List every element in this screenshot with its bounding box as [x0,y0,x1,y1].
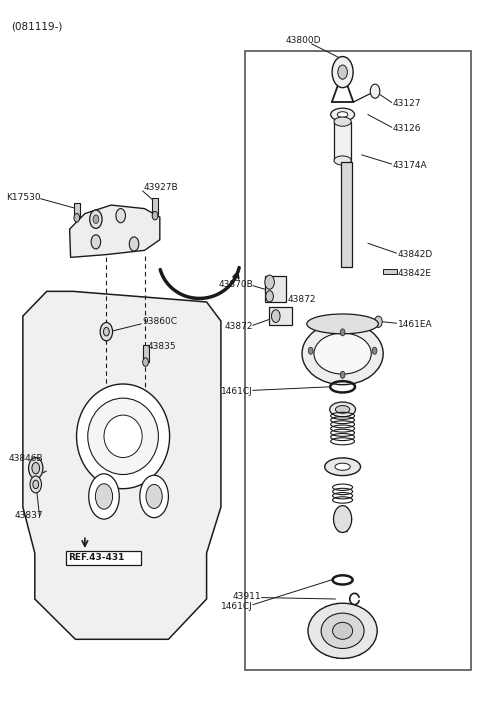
Ellipse shape [330,402,356,417]
Circle shape [91,235,101,249]
Circle shape [90,210,102,229]
Text: 43800D: 43800D [285,36,321,45]
Circle shape [308,347,313,354]
Circle shape [272,310,280,322]
Ellipse shape [307,314,378,334]
Circle shape [32,462,39,474]
Text: 43174A: 43174A [393,161,427,170]
Ellipse shape [104,415,142,457]
Circle shape [96,484,113,509]
Text: 93860C: 93860C [142,317,177,326]
Circle shape [340,329,345,336]
Bar [245,51,471,670]
Ellipse shape [337,111,348,117]
Ellipse shape [335,463,350,470]
Text: 43870B: 43870B [218,280,253,289]
Text: 43927B: 43927B [144,183,178,192]
Circle shape [104,327,109,336]
Bar [334,121,351,160]
Circle shape [370,84,380,98]
Ellipse shape [308,604,377,658]
Circle shape [152,212,158,220]
Circle shape [338,65,348,80]
Ellipse shape [76,384,169,488]
Text: 1461CJ: 1461CJ [221,601,253,611]
Ellipse shape [321,613,364,648]
Circle shape [33,480,38,488]
Text: 43872: 43872 [288,295,316,305]
Circle shape [93,215,99,224]
Bar [143,345,149,362]
Ellipse shape [333,623,353,639]
Polygon shape [23,291,221,639]
Circle shape [30,476,41,493]
Circle shape [129,237,139,251]
Circle shape [116,209,125,223]
Bar [66,551,141,565]
Circle shape [146,484,162,508]
Ellipse shape [88,398,158,474]
Text: 43126: 43126 [393,124,421,133]
Circle shape [89,474,119,519]
Ellipse shape [314,333,371,374]
Bar [341,162,352,266]
Ellipse shape [334,156,351,165]
Text: 43872: 43872 [224,322,253,331]
Text: 43127: 43127 [393,99,421,109]
Circle shape [332,57,353,87]
Ellipse shape [336,405,350,413]
Text: 43911: 43911 [233,592,262,601]
Bar [269,307,292,325]
Ellipse shape [334,117,351,126]
Bar [152,198,158,215]
Text: 43842E: 43842E [397,269,432,278]
Ellipse shape [324,458,360,476]
Circle shape [374,316,382,327]
Text: 43846B: 43846B [9,454,43,464]
Circle shape [265,275,275,289]
Circle shape [334,506,352,532]
Text: 43835: 43835 [148,342,177,351]
Bar [265,276,286,302]
Text: (081119-): (081119-) [11,21,62,31]
Text: 1461CJ: 1461CJ [221,387,253,396]
Circle shape [143,358,148,366]
Text: 1461EA: 1461EA [397,320,432,329]
Circle shape [372,347,377,354]
Circle shape [340,371,345,378]
Text: REF.43-431: REF.43-431 [68,554,125,562]
Circle shape [29,457,43,479]
Bar [74,203,80,217]
Circle shape [140,475,168,518]
Text: K17530: K17530 [6,193,41,202]
Text: 43837: 43837 [15,511,43,520]
Text: 43842D: 43842D [397,250,433,259]
Circle shape [266,290,274,302]
Bar [383,268,396,273]
Ellipse shape [331,108,355,121]
Circle shape [100,322,113,341]
Ellipse shape [302,322,383,385]
Circle shape [74,214,80,222]
Polygon shape [70,205,160,258]
